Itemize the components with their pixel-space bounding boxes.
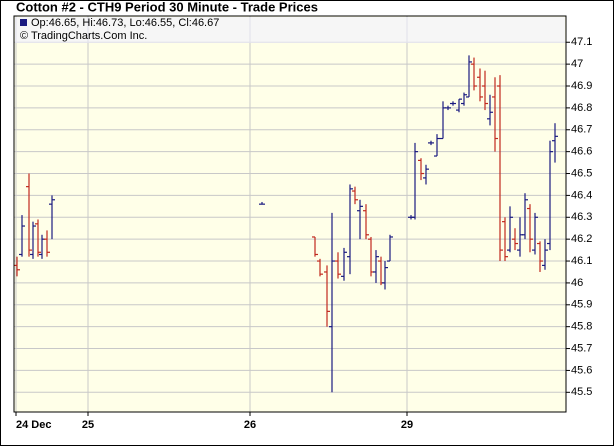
legend-text: Op:46.65, Hi:46.73, Lo:46.55, Cl:46.67 (31, 17, 219, 29)
x-tick-label: 29 (401, 419, 413, 431)
y-tick-label: 46.1 (571, 255, 592, 267)
y-tick-label: 45.5 (571, 386, 592, 398)
chart-title: Cotton #2 - CTH9 Period 30 Minute - Trad… (16, 0, 318, 14)
y-tick-label: 46.7 (571, 124, 592, 136)
y-tick-label: 47 (571, 58, 583, 70)
y-tick-label: 45.6 (571, 364, 592, 376)
y-tick-label: 46.2 (571, 233, 592, 245)
legend-swatch (20, 19, 27, 26)
y-tick-label: 46.5 (571, 167, 592, 179)
y-tick-label: 46.3 (571, 211, 592, 223)
x-tick-label: 24 Dec (16, 419, 51, 431)
y-tick-label: 46.9 (571, 80, 592, 92)
y-tick-label: 45.9 (571, 299, 592, 311)
legend-box (15, 17, 565, 43)
y-tick-label: 46 (571, 277, 583, 289)
y-tick-label: 45.7 (571, 342, 592, 354)
y-tick-label: 46.4 (571, 189, 592, 201)
y-tick-label: 46.8 (571, 102, 592, 114)
x-tick-label: 26 (244, 419, 256, 431)
copyright: © TradingCharts.Com Inc. (20, 30, 147, 42)
y-tick-label: 47.1 (571, 36, 592, 48)
y-tick-label: 45.8 (571, 321, 592, 333)
y-tick-label: 46.6 (571, 146, 592, 158)
plot-border (13, 15, 567, 413)
x-tick-label: 25 (82, 419, 94, 431)
plot-background (14, 16, 566, 412)
